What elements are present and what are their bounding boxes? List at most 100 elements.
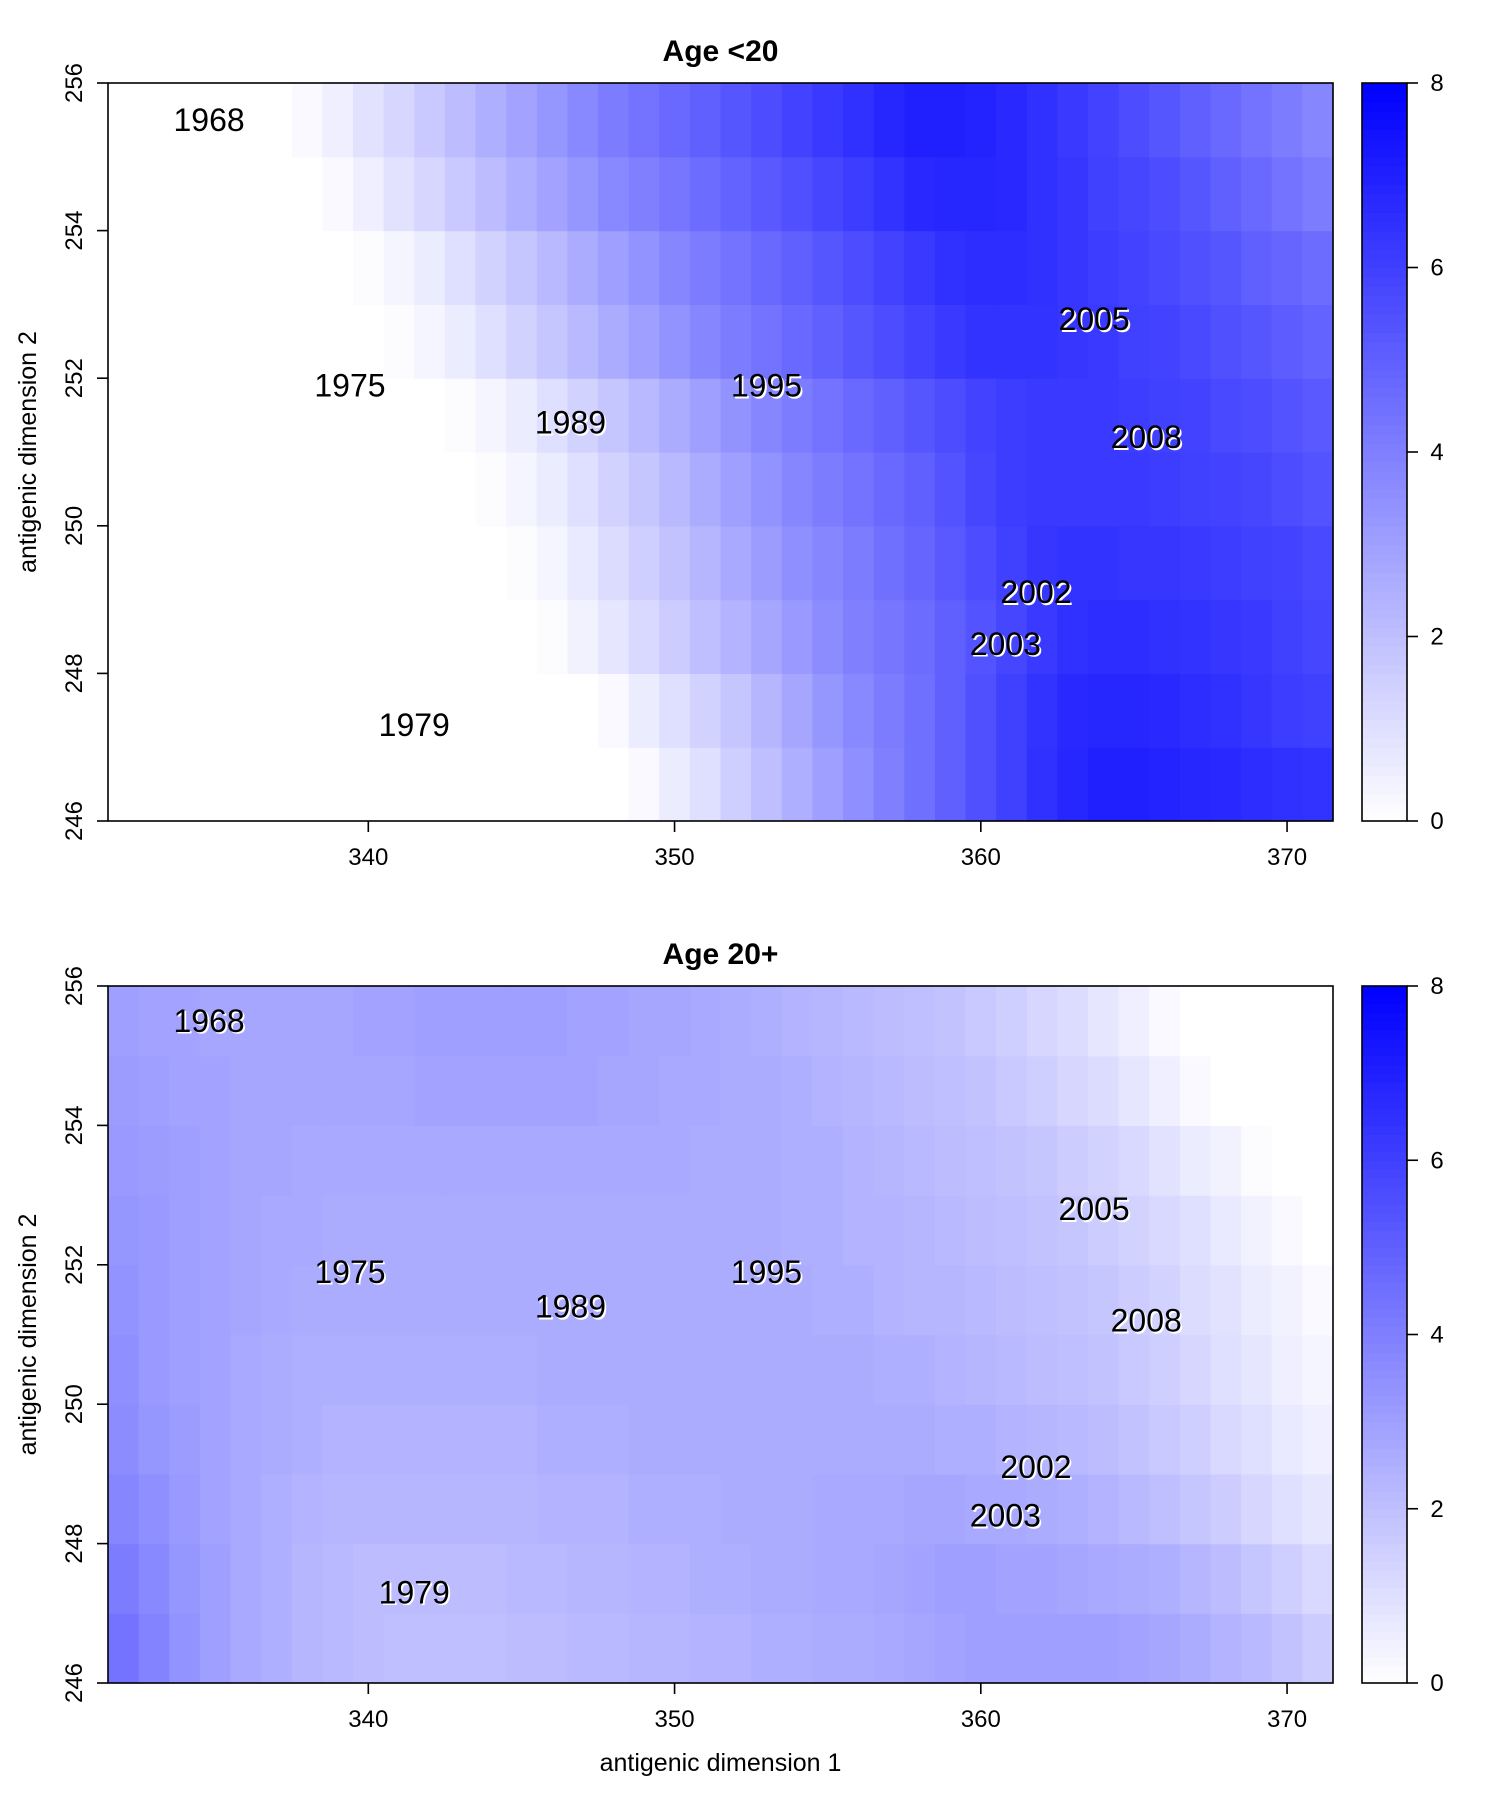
heatmap-cell: [536, 1473, 568, 1545]
colorbar-segment: [1362, 1282, 1407, 1292]
heatmap-cell: [1149, 304, 1181, 379]
heatmap-cell: [904, 1264, 936, 1336]
colorbar-segment: [1362, 673, 1407, 684]
heatmap-cell: [322, 304, 354, 379]
heatmap-cell: [873, 525, 905, 601]
heatmap-cell: [567, 1404, 599, 1475]
heatmap-cell: [689, 304, 722, 379]
heatmap-cell: [934, 986, 967, 1057]
colorbar-segment: [1362, 1508, 1407, 1519]
heatmap-cell: [1302, 1055, 1334, 1126]
heatmap-cell: [934, 304, 967, 379]
heatmap-cell: [261, 304, 293, 379]
heatmap-cell: [934, 525, 967, 601]
heatmap-cell: [475, 304, 507, 379]
heatmap-cell: [689, 986, 722, 1057]
heatmap-cell: [444, 304, 477, 379]
colorbar-segment: [1362, 1613, 1407, 1623]
heatmap-cell: [598, 1264, 630, 1336]
heatmap-cell: [536, 747, 568, 822]
heatmap-cell: [996, 747, 1028, 822]
heatmap-cell: [812, 1055, 844, 1126]
heatmap-cell: [353, 986, 385, 1057]
heatmap-cell: [414, 986, 446, 1057]
heatmap-cell: [720, 1613, 752, 1684]
heatmap-cell: [291, 525, 323, 601]
heatmap-cell: [414, 378, 446, 453]
heatmap-cell: [1302, 378, 1334, 453]
heatmap-cell: [475, 83, 507, 158]
colorbar-tick-label: 2: [1430, 624, 1443, 651]
heatmap-cell: [291, 1125, 323, 1196]
colorbar-segment: [1362, 1203, 1407, 1214]
heatmap-cell: [138, 1125, 170, 1196]
heatmap-cell: [628, 452, 660, 527]
heatmap-cell: [536, 1613, 568, 1684]
panel-title: Age <20: [663, 35, 779, 68]
heatmap-cell: [965, 1055, 997, 1126]
year-annotation-shadow: 1968: [175, 104, 246, 140]
heatmap-cell: [138, 83, 170, 158]
heatmap-cell: [781, 1404, 813, 1475]
y-tick-label: 248: [61, 1524, 88, 1564]
heatmap-cell: [291, 1404, 323, 1475]
heatmap-cell: [843, 986, 875, 1057]
heatmap-cell: [873, 1195, 905, 1266]
heatmap-cell: [444, 1125, 477, 1196]
heatmap-cell: [934, 1404, 967, 1475]
heatmap-cell: [1149, 1195, 1181, 1266]
heatmap-cell: [444, 1543, 477, 1614]
heatmap-cell: [659, 1125, 691, 1196]
colorbar-segment: [1362, 664, 1407, 675]
colorbar-segment: [1362, 313, 1407, 324]
heatmap-cell: [475, 1613, 507, 1684]
heatmap-cell: [1149, 1613, 1181, 1684]
heatmap-cell: [720, 747, 752, 822]
heatmap-cell: [536, 1125, 568, 1196]
year-annotation-shadow: 1995: [733, 369, 804, 405]
heatmap-cell: [659, 986, 691, 1057]
heatmap-cells: [108, 986, 1334, 1684]
colorbar-segment: [1362, 1656, 1407, 1667]
heatmap-cell: [781, 1543, 813, 1614]
heatmap-cell: [996, 1195, 1028, 1266]
heatmap-cell: [781, 83, 813, 158]
heatmap-cell: [138, 304, 170, 379]
heatmap-cell: [1302, 156, 1334, 232]
heatmap-cell: [230, 525, 262, 601]
heatmap-cell: [659, 525, 691, 601]
heatmap-cell: [199, 986, 232, 1057]
colorbar-segment: [1362, 1099, 1407, 1109]
heatmap-cell: [1057, 986, 1089, 1057]
year-annotation-shadow: 1989: [537, 406, 608, 442]
colorbar-segment: [1362, 479, 1407, 490]
heatmap-cell: [567, 452, 599, 527]
heatmap-cell: [414, 156, 446, 232]
colorbar-segment: [1362, 295, 1407, 306]
heatmap-cell: [1241, 1334, 1273, 1405]
heatmap-cell: [475, 1543, 507, 1614]
heatmap-cell: [230, 156, 262, 232]
heatmap-cell: [353, 1195, 385, 1266]
heatmap-cell: [108, 1195, 140, 1266]
colorbar-segment: [1362, 747, 1407, 758]
heatmap-cell: [1026, 525, 1058, 601]
heatmap-cell: [1118, 304, 1150, 379]
x-tick-label: 370: [1267, 844, 1307, 871]
heatmap-cell: [1271, 1334, 1303, 1405]
heatmap-cell: [383, 525, 415, 601]
colorbar-segment: [1362, 1648, 1407, 1658]
heatmap-cell: [1149, 1055, 1181, 1126]
colorbar-segment: [1362, 654, 1407, 665]
heatmap-cell: [812, 599, 844, 674]
heatmap-cell: [1149, 156, 1181, 232]
heatmap-cell: [965, 378, 997, 453]
heatmap-cell: [291, 230, 323, 305]
colorbar-segment: [1362, 994, 1407, 1005]
heatmap-cell: [720, 599, 752, 674]
heatmap-cell: [873, 156, 905, 232]
heatmap-cell: [1088, 1473, 1120, 1545]
heatmap-cell: [873, 452, 905, 527]
